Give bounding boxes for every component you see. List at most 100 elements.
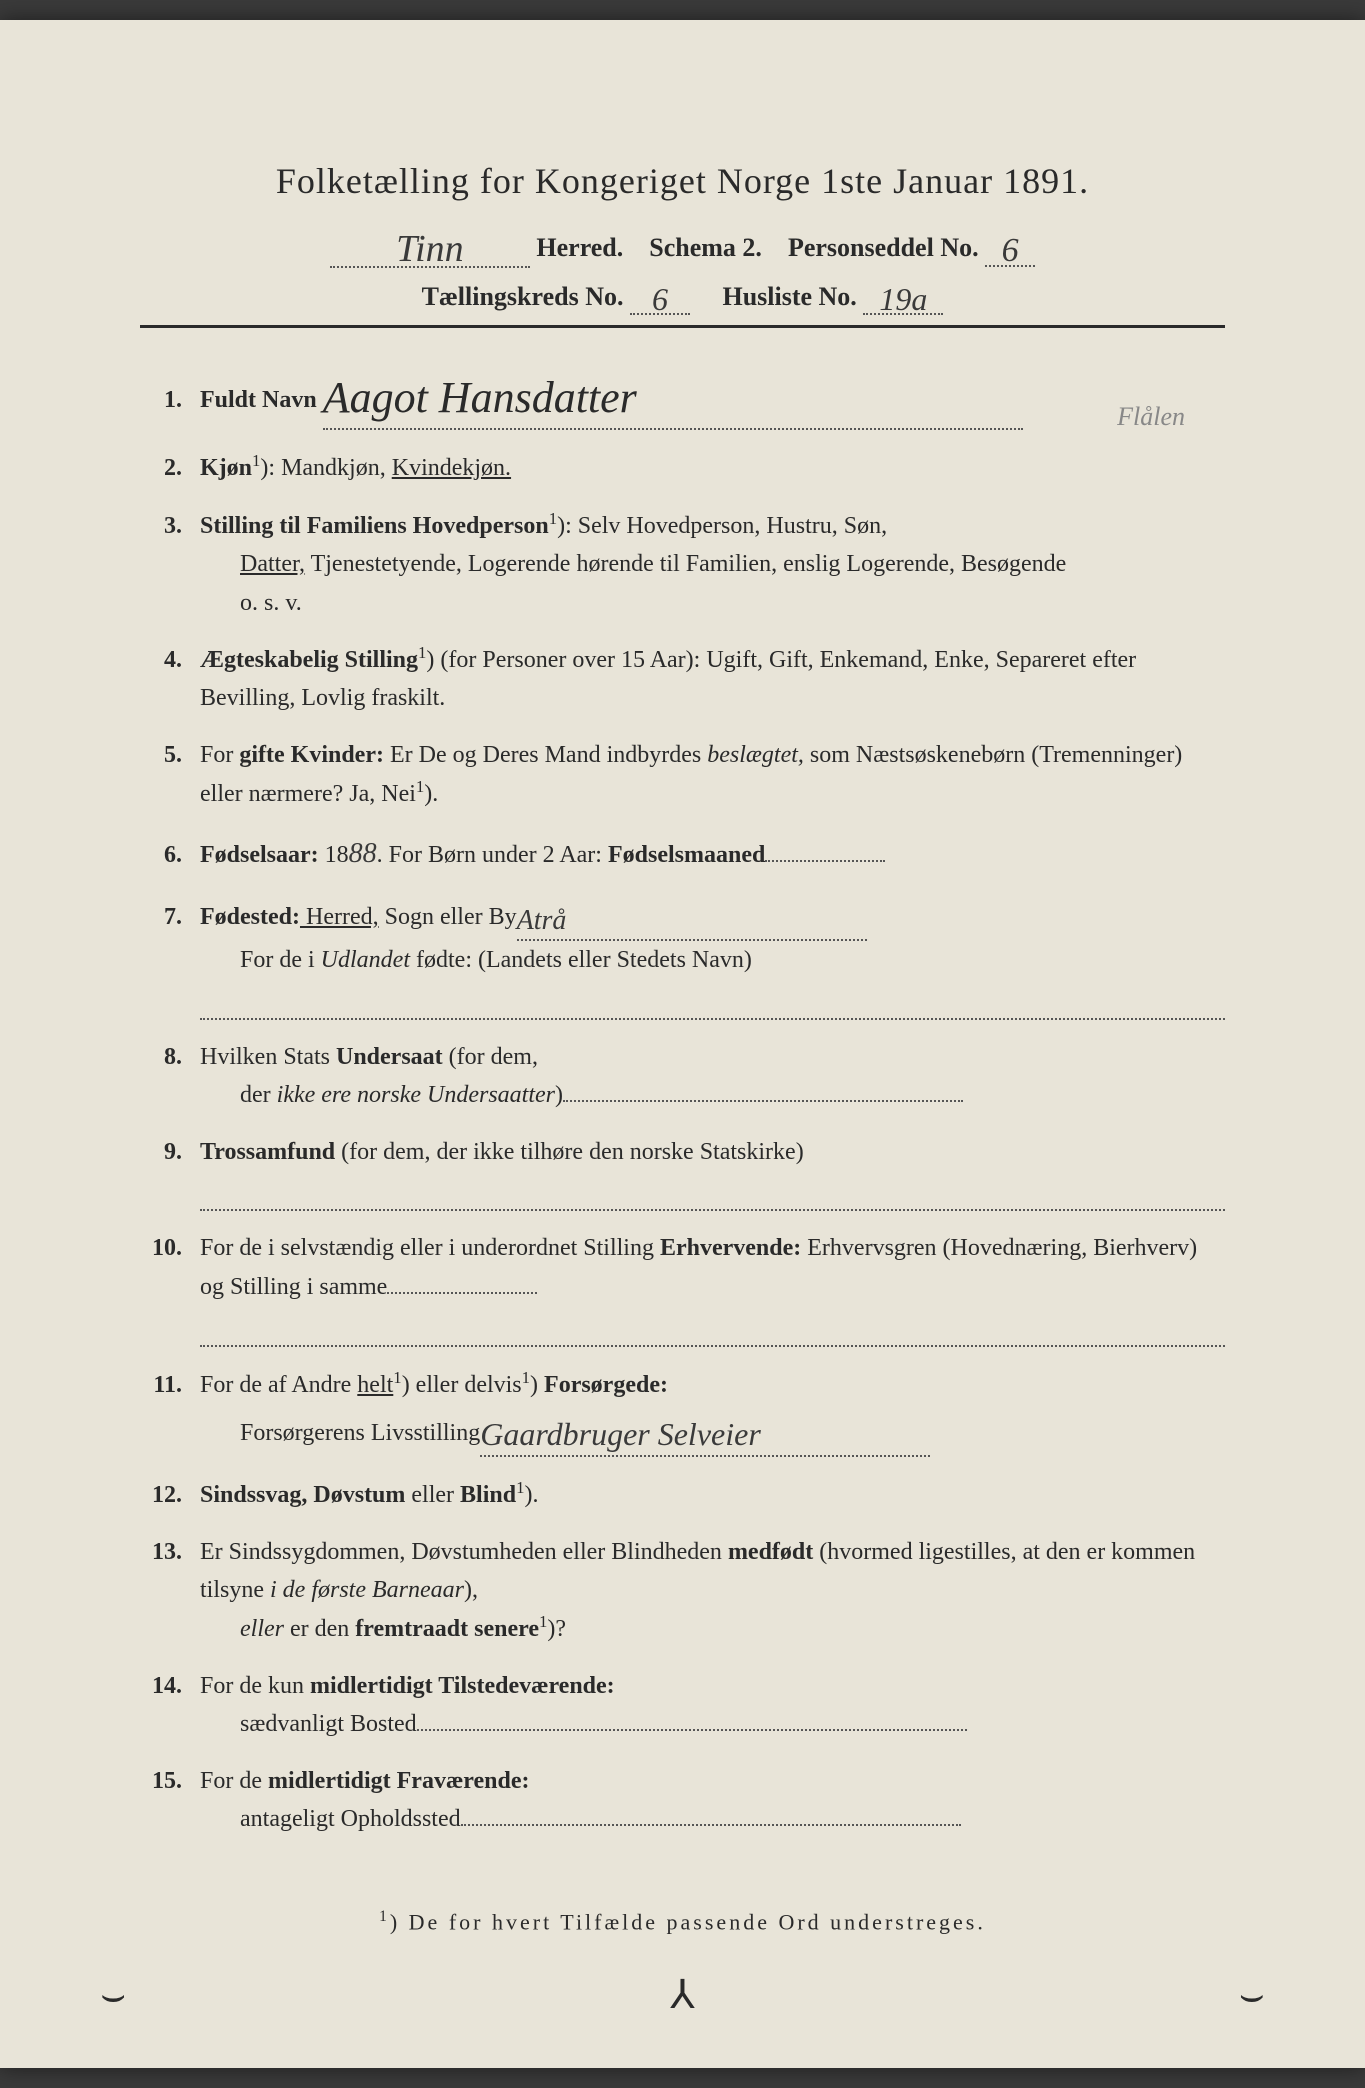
field-9-text: (for dem, der ikke tilhøre den norske St… [335, 1139, 804, 1165]
field-13-num: 13. [140, 1533, 200, 1571]
footnote-text: ) De for hvert Tilfælde passende Ord und… [390, 1910, 986, 1935]
field-13-line2-italic: eller [240, 1616, 284, 1642]
field-11-text3: ) [530, 1372, 544, 1398]
field-10-text1: For de i selvstændig eller i underordnet… [200, 1235, 660, 1261]
field-14-label: midlertidigt Tilstedeværende: [310, 1673, 615, 1699]
field-2-num: 2. [140, 449, 200, 487]
field-2-underlined: Kvindekjøn. [392, 455, 511, 481]
field-5-text3: ). [424, 781, 438, 807]
field-6-label: Fødselsaar: [200, 842, 319, 868]
field-3-line3: o. s. v. [200, 590, 302, 616]
field-12-label: Sindssvag, Døvstum [200, 1482, 405, 1508]
field-9-num: 9. [140, 1133, 200, 1171]
field-7-blank [200, 998, 1225, 1020]
field-5-label-part1: For [200, 742, 239, 768]
husliste-label: Husliste No. [722, 282, 856, 311]
bottom-marks: ⌣ ⅄ ⌣ [0, 1971, 1365, 2018]
field-8-line2-pre: der [240, 1082, 277, 1108]
field-9-label: Trossamfund [200, 1139, 335, 1165]
field-5-num: 5. [140, 736, 200, 774]
field-7-value: Atrå [517, 905, 567, 936]
field-7-line2-post: fødte: (Landets eller Stedets Navn) [410, 947, 752, 973]
field-13-text1: Er Sindssygdommen, Døvstumheden eller Bl… [200, 1539, 728, 1565]
field-10-label: Erhvervende: [660, 1235, 801, 1261]
field-6: 6. Fødselsaar: 1888. For Børn under 2 Aa… [140, 832, 1225, 877]
field-14: 14. For de kun midlertidigt Tilstedevære… [140, 1667, 1225, 1744]
field-11-sup2: 1 [522, 1368, 530, 1387]
field-7-line2-italic: Udlandet [321, 947, 410, 973]
field-8-text1: Hvilken Stats [200, 1044, 336, 1070]
field-6-label2: Fødselsmaaned [608, 842, 765, 868]
husliste-value: 19a [879, 281, 927, 317]
field-12-text: eller [405, 1482, 460, 1508]
field-7-label: Fødested: [200, 904, 300, 930]
herred-line: Tinn Herred. Schema 2. Personseddel No. … [140, 222, 1225, 268]
field-8-line2-italic: ikke ere norske Undersaatter [277, 1082, 555, 1108]
field-3-label: Stilling til Familiens Hovedperson [200, 513, 549, 539]
field-15-num: 15. [140, 1762, 200, 1800]
field-11-num: 11. [140, 1366, 200, 1404]
field-14-num: 14. [140, 1667, 200, 1705]
pencil-annotation: Flålen [1117, 402, 1185, 432]
field-15-text1: For de [200, 1768, 268, 1794]
field-12: 12. Sindssvag, Døvstum eller Blind1). [140, 1475, 1225, 1514]
field-3-line2-rest: Tjenestetyende, Logerende hørende til Fa… [305, 551, 1066, 577]
page-title: Folketælling for Kongeriget Norge 1ste J… [140, 160, 1225, 202]
field-11-text1: For de af Andre [200, 1372, 357, 1398]
field-3: 3. Stilling til Familiens Hovedperson1):… [140, 506, 1225, 622]
field-7-num: 7. [140, 898, 200, 936]
field-5: 5. For gifte Kvinder: Er De og Deres Man… [140, 736, 1225, 814]
field-2-label: Kjøn [200, 455, 252, 481]
field-15: 15. For de midlertidigt Fraværende: anta… [140, 1762, 1225, 1839]
field-11-underlined: helt [357, 1372, 393, 1398]
field-3-text1: ): Selv Hovedperson, Hustru, Søn, [557, 513, 887, 539]
field-9-blank [200, 1189, 1225, 1211]
field-2-text: ): Mandkjøn, [260, 455, 391, 481]
field-14-line2: sædvanligt Bosted [240, 1711, 417, 1737]
field-15-line2: antageligt Opholdssted [240, 1806, 461, 1832]
field-10-num: 10. [140, 1229, 200, 1267]
field-3-num: 3. [140, 507, 200, 545]
field-3-line2-underlined: Datter, [240, 551, 305, 577]
field-7-underlined: Herred, [300, 904, 379, 930]
field-12-text2: ). [524, 1482, 538, 1508]
footnote-sup: 1 [379, 1908, 390, 1925]
field-11-line2: Forsørgerens Livsstilling [240, 1420, 480, 1446]
field-1: 1. Fuldt Navn Aagot Hansdatter [140, 358, 1225, 430]
field-8-num: 8. [140, 1038, 200, 1076]
census-form-page: Folketælling for Kongeriget Norge 1ste J… [0, 20, 1365, 2068]
field-4-label: Ægteskabelig Stilling [200, 647, 418, 673]
field-1-num: 1. [140, 381, 200, 419]
herred-label: Herred. [536, 233, 623, 262]
herred-value: Tinn [396, 228, 464, 270]
field-6-year-value: 88 [349, 838, 377, 869]
field-13: 13. Er Sindssygdommen, Døvstumheden elle… [140, 1533, 1225, 1649]
field-12-num: 12. [140, 1476, 200, 1514]
field-3-sup: 1 [549, 509, 557, 528]
field-13-line2-text: er den [284, 1616, 355, 1642]
field-8-text2: (for dem, [443, 1044, 538, 1070]
mark-right: ⌣ [1239, 1971, 1265, 2018]
field-11-label: Forsørgede: [544, 1372, 668, 1398]
field-4-num: 4. [140, 641, 200, 679]
field-5-italic1: beslægtet, [707, 742, 804, 768]
personseddel-label: Personseddel No. [788, 233, 979, 262]
mark-left: ⌣ [100, 1971, 126, 2018]
field-4: 4. Ægteskabelig Stilling1) (for Personer… [140, 640, 1225, 718]
field-14-text1: For de kun [200, 1673, 310, 1699]
taellingskreds-value: 6 [652, 281, 668, 317]
field-1-value: Aagot Hansdatter [323, 373, 637, 422]
field-9: 9. Trossamfund (for dem, der ikke tilhør… [140, 1133, 1225, 1171]
field-10: 10. For de i selvstændig eller i underor… [140, 1229, 1225, 1306]
field-13-line2-bold: fremtraadt senere [355, 1616, 539, 1642]
field-7-text1: Sogn eller By [379, 904, 517, 930]
field-8: 8. Hvilken Stats Undersaat (for dem, der… [140, 1038, 1225, 1115]
field-2: 2. Kjøn1): Mandkjøn, Kvindekjøn. [140, 448, 1225, 487]
field-6-text1: . For Børn under 2 Aar: [377, 842, 608, 868]
field-13-italic: i de første Barneaar [270, 1577, 464, 1603]
field-10-blank [200, 1324, 1225, 1346]
field-13-text3: ), [464, 1577, 478, 1603]
field-11-text2: ) eller delvis [402, 1372, 522, 1398]
personseddel-value: 6 [1002, 232, 1019, 269]
field-6-year-prefix: 18 [319, 842, 349, 868]
